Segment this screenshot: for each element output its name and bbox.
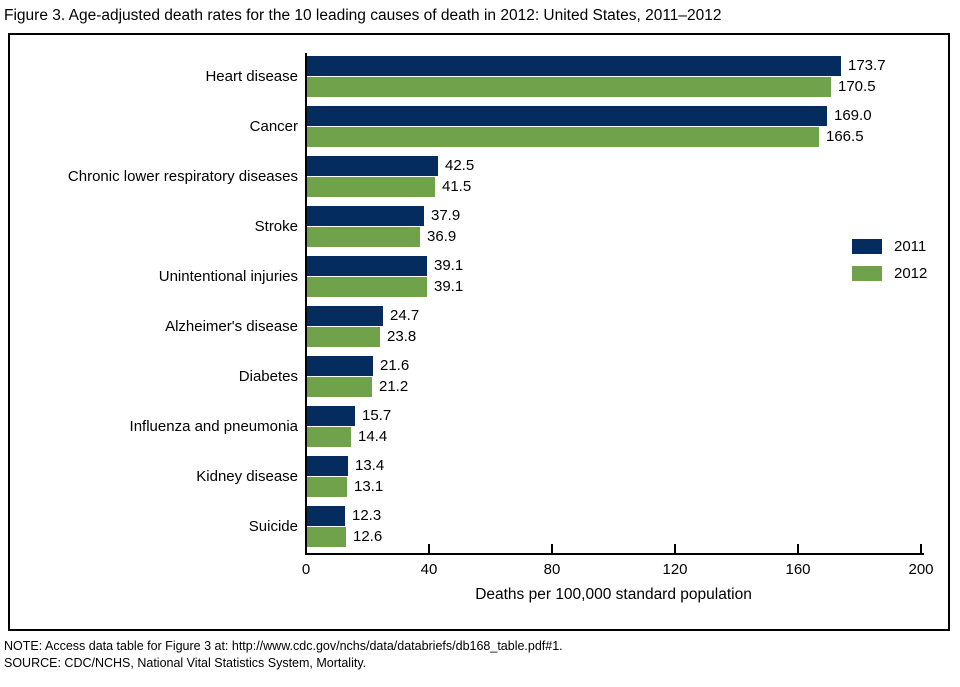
bar-2011-diabetes (307, 356, 373, 376)
value-label-2011-stroke: 37.9 (431, 207, 461, 224)
category-label-stroke: Stroke (254, 218, 298, 235)
bar-2012-alzheimer-s-disease (307, 327, 380, 347)
bar-2011-cancer (307, 106, 827, 126)
category-label-chronic-lower-respiratory-diseases: Chronic lower respiratory diseases (67, 168, 298, 185)
bar-2011-chronic-lower-respiratory-diseases (307, 156, 438, 176)
bar-2011-heart-disease (307, 56, 841, 76)
legend-item-2011: 2011 (852, 239, 927, 254)
legend-swatch-2012 (852, 266, 882, 281)
legend: 2011 2012 (852, 239, 927, 293)
bar-2012-kidney-disease (307, 477, 347, 497)
y-axis-line (305, 53, 307, 555)
category-label-unintentional-injuries: Unintentional injuries (158, 268, 298, 285)
category-label-alzheimer-s-disease: Alzheimer's disease (165, 318, 298, 335)
bar-2012-suicide (307, 527, 346, 547)
bar-2011-alzheimer-s-disease (307, 306, 383, 326)
category-label-influenza-and-pneumonia: Influenza and pneumonia (129, 418, 298, 435)
x-axis-line (305, 553, 924, 555)
category-label-heart-disease: Heart disease (205, 68, 298, 85)
bar-2011-suicide (307, 506, 345, 526)
legend-item-2012: 2012 (852, 266, 927, 281)
x-tick-80 (551, 544, 553, 553)
legend-label-2011: 2011 (894, 238, 927, 255)
value-label-2012-alzheimer-s-disease: 23.8 (387, 328, 417, 345)
value-label-2011-alzheimer-s-disease: 24.7 (390, 307, 420, 324)
value-label-2012-chronic-lower-respiratory-diseases: 41.5 (442, 178, 472, 195)
value-label-2012-stroke: 36.9 (427, 228, 457, 245)
value-label-2012-influenza-and-pneumonia: 14.4 (358, 428, 388, 445)
bar-2012-diabetes (307, 377, 372, 397)
x-tick-40 (428, 544, 430, 553)
x-tick-120 (674, 544, 676, 553)
value-label-2011-diabetes: 21.6 (380, 357, 410, 374)
value-label-2011-unintentional-injuries: 39.1 (434, 257, 464, 274)
legend-swatch-2011 (852, 239, 882, 254)
x-tick-label-80: 80 (543, 561, 561, 578)
x-tick-label-160: 160 (785, 561, 811, 578)
value-label-2012-cancer: 166.5 (826, 128, 864, 145)
note-text: NOTE: Access data table for Figure 3 at:… (4, 639, 563, 653)
value-label-2011-suicide: 12.3 (352, 507, 382, 524)
legend-label-2012: 2012 (894, 265, 928, 282)
category-label-cancer: Cancer (249, 118, 298, 135)
x-axis-title: Deaths per 100,000 standard population (475, 586, 752, 603)
x-tick-label-120: 120 (662, 561, 688, 578)
bar-2012-stroke (307, 227, 420, 247)
value-label-2012-diabetes: 21.2 (379, 378, 409, 395)
figure-title: Figure 3. Age-adjusted death rates for t… (4, 7, 722, 24)
bar-2012-influenza-and-pneumonia (307, 427, 351, 447)
value-label-2011-cancer: 169.0 (834, 107, 872, 124)
category-label-diabetes: Diabetes (238, 368, 298, 385)
bar-2011-unintentional-injuries (307, 256, 427, 276)
source-text: SOURCE: CDC/NCHS, National Vital Statist… (4, 656, 367, 670)
plot-area: Heart disease 173.7 170.5 Cancer 169.0 166.5 C… (10, 35, 948, 629)
chart-area: Heart disease 173.7 170.5 Cancer 169.0 166.5 C… (8, 33, 950, 631)
value-label-2011-kidney-disease: 13.4 (355, 457, 385, 474)
value-label-2011-heart-disease: 173.7 (848, 57, 886, 74)
bar-2012-unintentional-injuries (307, 277, 427, 297)
bar-2011-kidney-disease (307, 456, 348, 476)
x-tick-200 (920, 544, 922, 553)
bar-2012-heart-disease (307, 77, 831, 97)
x-tick-label-0: 0 (301, 561, 311, 578)
value-label-2012-heart-disease: 170.5 (838, 78, 876, 95)
bar-2012-chronic-lower-respiratory-diseases (307, 177, 435, 197)
bar-2012-cancer (307, 127, 819, 147)
category-label-suicide: Suicide (248, 518, 298, 535)
value-label-2011-influenza-and-pneumonia: 15.7 (362, 407, 392, 424)
value-label-2012-suicide: 12.6 (353, 528, 383, 545)
x-tick-label-40: 40 (420, 561, 438, 578)
category-label-kidney-disease: Kidney disease (196, 468, 298, 485)
bar-2011-stroke (307, 206, 424, 226)
x-tick-label-200: 200 (908, 561, 934, 578)
value-label-2011-chronic-lower-respiratory-diseases: 42.5 (445, 157, 475, 174)
value-label-2012-unintentional-injuries: 39.1 (434, 278, 464, 295)
bar-2011-influenza-and-pneumonia (307, 406, 355, 426)
value-label-2012-kidney-disease: 13.1 (354, 478, 384, 495)
x-tick-160 (797, 544, 799, 553)
